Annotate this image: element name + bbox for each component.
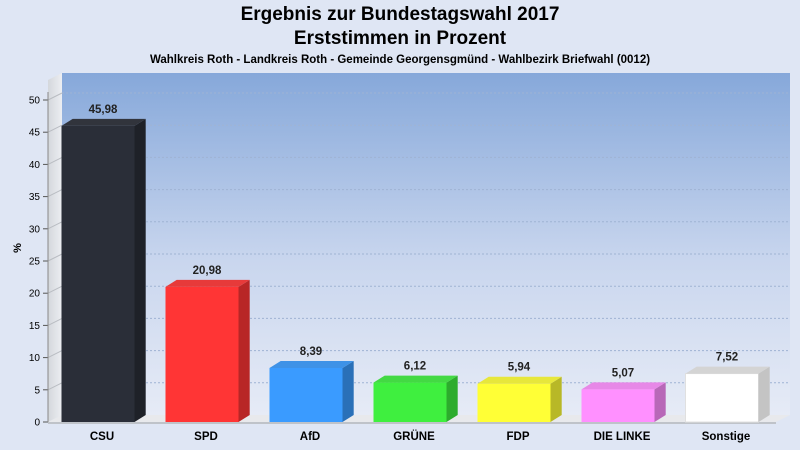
bar (581, 389, 655, 422)
floor-front (48, 422, 776, 424)
gridline-wall (47, 221, 63, 230)
chart-title-line-2: Erststimmen in Prozent (293, 28, 507, 49)
y-tick-label: 10 (29, 353, 41, 364)
gridline-wall (47, 317, 63, 326)
data-label: 7,52 (716, 352, 738, 364)
gridline-wall (47, 253, 63, 262)
bar-top (269, 360, 354, 368)
bar-die-linke: 5,07 (581, 367, 666, 422)
y-tick-label: 25 (29, 257, 41, 268)
bar-top (477, 376, 562, 384)
bar-side (342, 360, 354, 422)
bar (373, 382, 447, 422)
bar-sonstige: 7,52 (685, 352, 770, 423)
bar-top (581, 382, 666, 390)
data-label: 20,98 (193, 265, 222, 277)
x-tick-label: DIE LINKE (594, 431, 651, 443)
x-tick-label: GRÜNE (393, 430, 435, 443)
bar-side (134, 118, 146, 423)
bar (61, 125, 135, 423)
data-label: 5,94 (508, 362, 531, 374)
x-tick-label: AfD (300, 431, 320, 443)
x-tick-label: CSU (90, 431, 114, 443)
y-tick-label: 0 (34, 418, 40, 429)
bar-side (238, 279, 250, 422)
bar-side (758, 366, 770, 422)
bar-side (550, 376, 562, 422)
bar-top (685, 366, 770, 374)
gridline-wall (47, 189, 63, 198)
gridline-wall (47, 350, 63, 359)
y-tick-label: 50 (29, 96, 41, 107)
bar (685, 373, 759, 423)
y-tick-label: 5 (34, 385, 40, 396)
data-label: 6,12 (404, 361, 426, 373)
chart-subtitle: Wahlkreis Roth - Landkreis Roth - Gemein… (149, 54, 651, 66)
y-tick-label: 45 (29, 128, 41, 139)
chart-title: Ergebnis zur Bundestagswahl 2017 (240, 4, 560, 25)
gridline-wall (47, 156, 63, 165)
x-tick-label: SPD (194, 431, 218, 443)
bar-afd: 8,39 (269, 346, 354, 422)
bar (477, 383, 551, 422)
bar-grüne: 6,12 (373, 361, 458, 422)
data-label: 5,07 (612, 367, 634, 379)
bar-side (446, 375, 458, 422)
y-tick-label: 35 (29, 192, 41, 203)
bar-top (373, 375, 458, 383)
data-label: 8,39 (300, 346, 322, 358)
x-tick-label: FDP (507, 431, 530, 443)
data-label: 45,98 (89, 104, 118, 116)
y-tick-label: 30 (29, 224, 41, 235)
x-tick-label: Sonstige (702, 431, 751, 443)
gridline-wall (47, 285, 63, 294)
bar-fdp: 5,94 (477, 362, 562, 422)
y-tick-label: 20 (29, 289, 41, 300)
y-tick-label: 15 (29, 321, 41, 332)
bar-side (654, 382, 666, 422)
gridline-wall (47, 92, 63, 101)
left-wall (48, 73, 62, 422)
gridline-wall (47, 382, 63, 391)
bar-csu: 45,98 (61, 104, 146, 423)
gridline-wall (47, 124, 63, 133)
bar (165, 286, 239, 422)
bar-top (165, 279, 250, 287)
y-axis-label: % (12, 243, 24, 253)
bar-spd: 20,98 (165, 265, 250, 422)
bar-top (61, 118, 146, 126)
bar (269, 367, 343, 422)
y-tick-label: 40 (29, 160, 41, 171)
